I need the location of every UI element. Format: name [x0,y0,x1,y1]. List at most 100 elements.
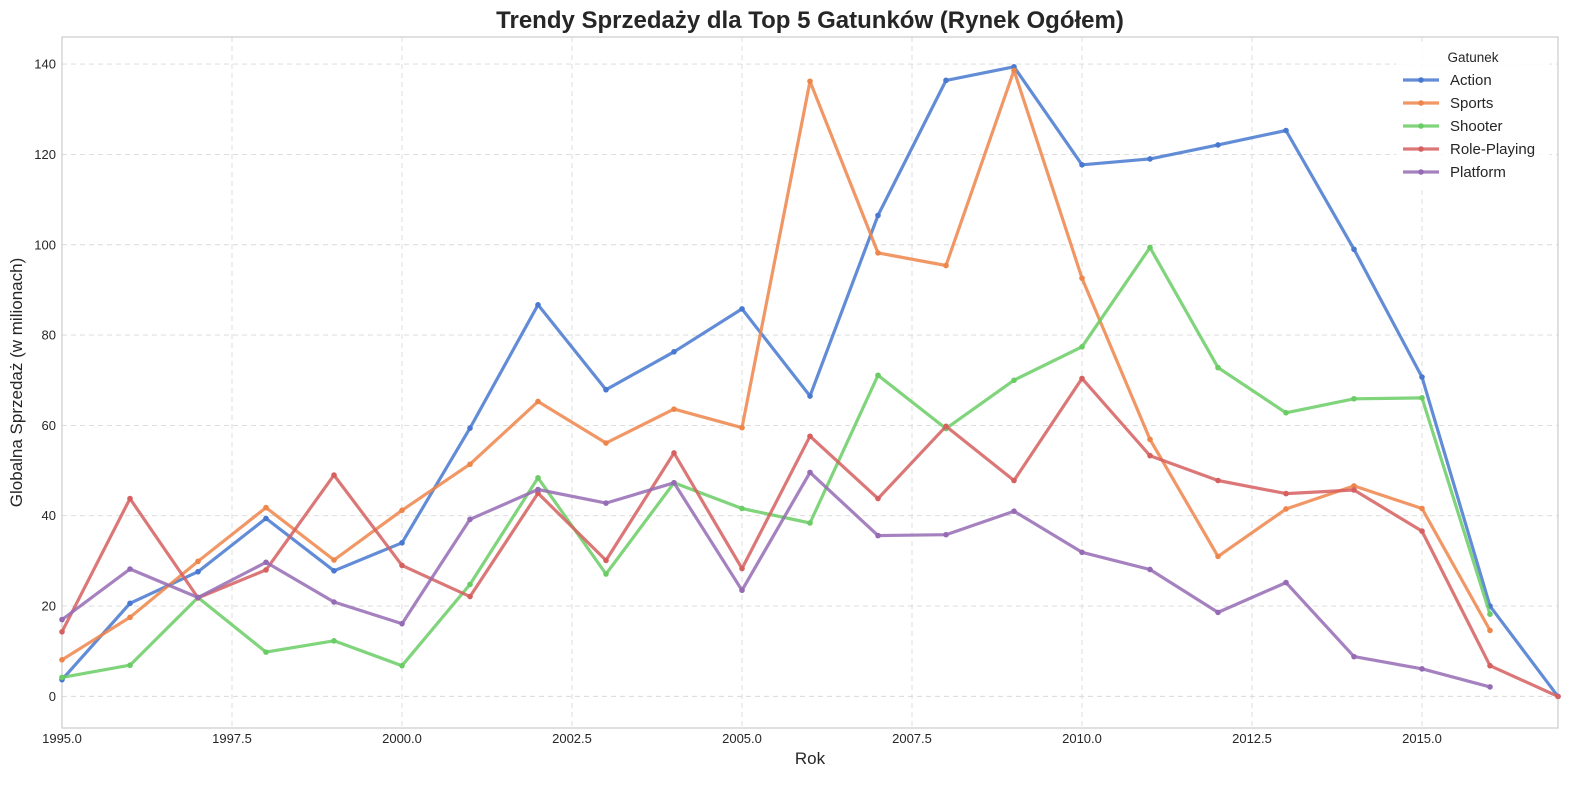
data-point [1079,162,1085,168]
data-point [1487,662,1493,669]
data-point [331,472,337,478]
series-platform [59,469,1493,690]
data-point [535,486,541,493]
data-point [1147,452,1153,459]
data-point [1283,490,1289,497]
data-point [1351,395,1357,402]
y-tick-label: 100 [34,237,56,252]
data-point [1079,344,1085,350]
grid-lines [61,37,1558,728]
legend-item: Platform [1403,164,1506,181]
data-point [739,587,745,594]
data-point [331,557,337,563]
data-point [331,568,337,574]
data-point [1283,127,1289,134]
data-point [603,386,609,393]
data-point [875,372,881,379]
data-point [943,77,949,84]
data-point [1283,409,1289,416]
series-line [60,245,1492,680]
legend-title: Gatunek [1447,50,1498,65]
data-point [399,540,405,546]
legend-label: Role-Playing [1450,141,1535,158]
data-point [195,558,201,565]
x-tick-label: 2000.0 [382,731,422,746]
data-point [399,620,405,627]
legend-box [1396,46,1550,186]
data-point [1147,156,1153,162]
tick-labels: 1995.0 1997.5 2000.0 2002.5 2005.0 2007.5 2010… [34,57,1442,746]
data-point [1283,506,1289,512]
series-role-playing [59,375,1561,700]
data-point [399,507,405,514]
y-tick-label: 120 [34,147,56,162]
legend-label: Action [1450,72,1492,89]
legend-label: Shooter [1450,118,1503,135]
data-point [739,505,745,512]
data-point [807,393,813,399]
data-point [875,532,881,539]
x-tick-label: 1995.0 [42,731,82,746]
data-point [59,674,65,681]
data-point [1011,377,1017,384]
y-axis-label: Globalna Sprzedaż (w milionach) [7,258,26,507]
data-point [263,559,269,566]
x-tick-label: 2010.0 [1062,731,1102,746]
series-shooter [59,244,1493,681]
x-tick-label: 2012.5 [1232,731,1272,746]
series-line [60,68,1492,662]
data-point [1147,566,1153,573]
data-point [467,593,473,600]
data-point [875,495,881,502]
data-point [1419,374,1425,380]
data-point [467,581,473,588]
data-point [1147,436,1153,443]
data-point [59,616,65,623]
plot-frame [61,36,1559,729]
data-point [1351,487,1357,493]
legend-item: Sports [1403,95,1493,112]
legend-label: Platform [1450,164,1506,181]
x-tick-label: 2007.5 [892,731,932,746]
data-point [943,262,949,269]
data-point [1011,67,1017,74]
data-point [127,566,133,572]
data-point [331,638,337,644]
y-tick-label: 140 [34,57,56,72]
data-point [467,516,473,523]
data-point [671,479,677,486]
data-point [1011,477,1017,484]
data-point [671,348,677,355]
data-point [1215,364,1221,371]
data-point [127,614,133,621]
legend-item: Shooter [1403,118,1503,135]
data-point [263,515,269,522]
data-point [739,306,745,312]
data-point [739,565,745,572]
data-point [1351,653,1357,660]
data-point [535,398,541,405]
data-point [263,649,269,655]
data-point [603,557,609,564]
data-point [875,250,881,256]
data-point [195,568,201,575]
data-point [59,629,65,635]
y-tick-label: 0 [49,689,56,704]
data-point [943,423,949,430]
series-layer [59,64,1561,700]
legend-marker [1418,169,1424,175]
legend-marker [1418,146,1424,152]
data-point [739,424,745,431]
series-line [60,470,1492,689]
y-tick-label: 80 [42,328,56,343]
data-point [1487,611,1493,617]
data-point [535,302,541,308]
y-tick-label: 20 [42,599,56,614]
data-point [943,531,949,538]
data-point [467,461,473,468]
x-axis-label: Rok [795,749,826,768]
data-point [671,406,677,412]
data-point [59,657,65,663]
data-point [807,433,813,440]
